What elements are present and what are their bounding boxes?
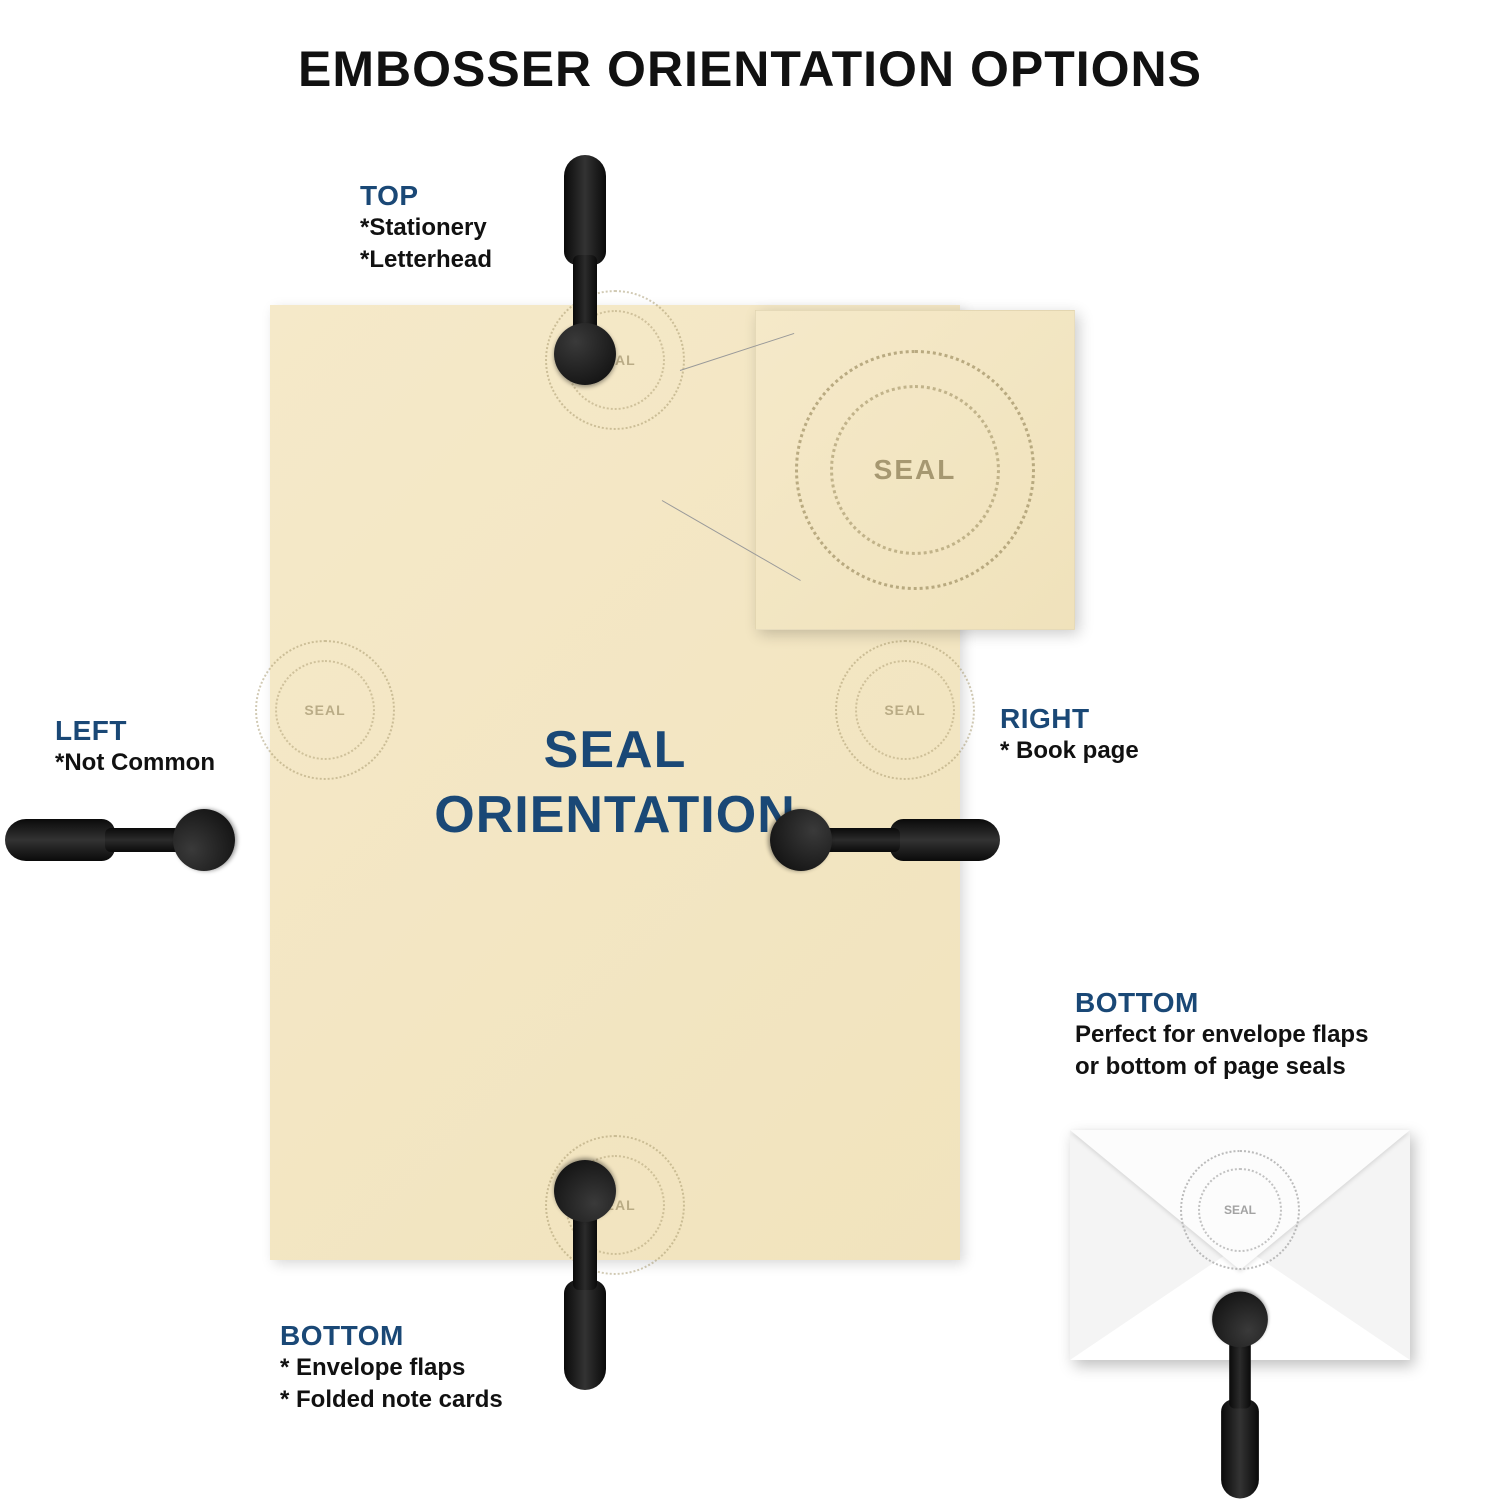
embosser-bottom <box>555 1160 615 1390</box>
zoom-seal-text: SEAL <box>874 454 957 486</box>
label-left-title: LEFT <box>55 715 215 747</box>
center-line-2: ORIENTATION <box>434 783 796 848</box>
label-bottom: BOTTOM * Envelope flaps * Folded note ca… <box>280 1320 503 1417</box>
seal-text: SEAL <box>884 702 925 718</box>
envelope-seal: SEAL <box>1180 1150 1300 1270</box>
embosser-left <box>5 810 235 870</box>
zoom-callout: SEAL <box>755 310 1075 630</box>
label-bottom-callout-line1: Perfect for envelope flaps <box>1075 1019 1495 1051</box>
label-right-title: RIGHT <box>1000 703 1139 735</box>
label-top-line1: *Stationery <box>360 212 492 244</box>
label-right-line1: * Book page <box>1000 735 1139 767</box>
center-caption: SEAL ORIENTATION <box>434 718 796 848</box>
label-bottom-title: BOTTOM <box>280 1320 503 1352</box>
envelope-seal-text: SEAL <box>1224 1203 1256 1217</box>
seal-impression-right: SEAL <box>835 640 975 780</box>
label-top-title: TOP <box>360 180 492 212</box>
embosser-right <box>770 810 1000 870</box>
label-left-line1: *Not Common <box>55 747 215 779</box>
zoom-seal: SEAL <box>795 350 1035 590</box>
label-top-line2: *Letterhead <box>360 244 492 276</box>
label-top: TOP *Stationery *Letterhead <box>360 180 492 277</box>
page-title: EMBOSSER ORIENTATION OPTIONS <box>0 40 1500 98</box>
embosser-top <box>555 155 615 385</box>
seal-text: SEAL <box>304 702 345 718</box>
label-bottom-line1: * Envelope flaps <box>280 1352 503 1384</box>
label-bottom-line2: * Folded note cards <box>280 1384 503 1416</box>
embosser-envelope <box>1213 1292 1267 1499</box>
label-left: LEFT *Not Common <box>55 715 215 779</box>
seal-impression-left: SEAL <box>255 640 395 780</box>
label-bottom-callout: BOTTOM Perfect for envelope flaps or bot… <box>1075 987 1495 1084</box>
label-bottom-callout-title: BOTTOM <box>1075 987 1495 1019</box>
label-right: RIGHT * Book page <box>1000 703 1139 767</box>
label-bottom-callout-line2: or bottom of page seals <box>1075 1051 1495 1083</box>
center-line-1: SEAL <box>434 718 796 783</box>
